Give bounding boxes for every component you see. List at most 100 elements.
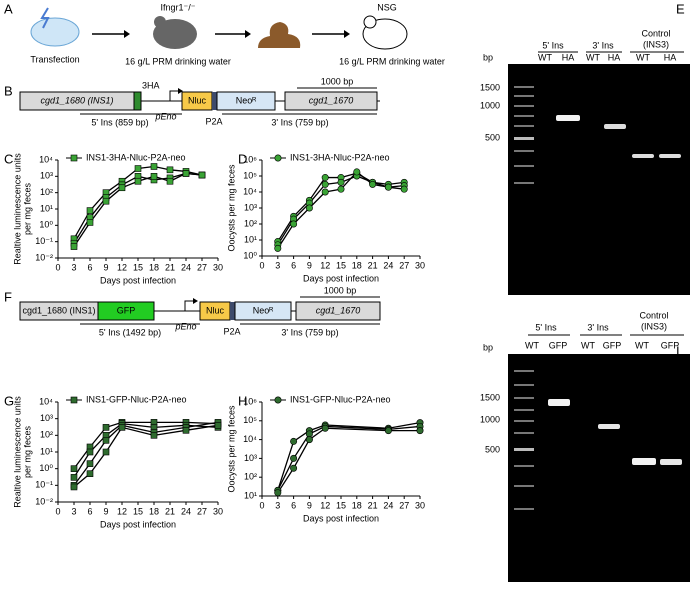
unit: bp [483,52,493,62]
bolt [40,7,50,29]
neo-label: Neoᴿ [253,305,274,315]
marker [118,184,126,192]
lane: WT [635,340,649,350]
marker [305,436,313,444]
dish [30,17,80,47]
nluc-label: Nluc [188,95,207,105]
x-axis-label: Days post infection [100,275,176,285]
marker [290,220,298,228]
y-tick-label: 10³ [244,453,257,463]
marker [274,489,282,497]
p2a-box [212,92,217,110]
x-tick-label: 30 [415,500,425,510]
group: 5' Ins [535,322,557,332]
marker [70,483,78,491]
promoter [184,300,193,311]
y-tick-label: 10³ [244,202,257,212]
marker [86,219,94,226]
band [660,459,682,465]
series-line [277,425,421,491]
gel-e: bp 1500 1000 500 5' Ins 3' Ins Control (… [480,28,690,295]
chart: 10¹ 10² 10³ 10⁴ 10⁵ 10⁶ 0 3 6 9 12 15 18 21 24 27 30 Days… [226,394,425,523]
panel-label: F [4,289,12,304]
label: Transfection [30,54,79,64]
y-tick-label: 10² [244,218,257,228]
arrow-head [124,30,130,38]
y-tick-label: 10² [40,430,53,440]
x-tick-label: 9 [103,262,108,272]
chart: 10⁻² 10⁻¹ 10⁰ 10¹ 10² 10³ 10⁴ 0 3 6 9 12 15 18 21 24 27 3… [12,394,223,529]
x-tick-label: 15 [133,262,143,272]
ladder [514,86,534,184]
marker [86,207,94,214]
y-axis-label: Realtive luminescence units [12,396,22,508]
panel-label: G [4,393,14,408]
y-tick-label: 10⁵ [243,170,257,180]
x-tick-label: 0 [259,260,264,270]
gene-box [284,91,378,111]
marker [134,177,142,185]
y-tick-label: 10⁰ [39,463,53,473]
marker [102,448,110,456]
gel-i: bp 1500 1000 500 5' Ins 3' Ins Control (… [480,310,690,582]
lane: HA [664,52,677,62]
marker [416,427,424,435]
band [632,458,656,465]
chart: 10⁰ 10¹ 10² 10³ 10⁴ 10⁵ 10⁶ 0 3 6 9 12 15 18 21 24 27 30 D… [226,152,425,283]
arrow-head [344,30,350,38]
legend-marker [274,396,282,404]
gene-label: cgd1_1670 [316,305,361,315]
y-tick-label: 10⁴ [243,186,257,196]
x-tick-label: 27 [197,262,207,272]
y-axis-label: per mg feces [22,182,32,235]
y-tick-label: 10⁶ [243,154,257,164]
lane: WT [525,340,539,350]
y-tick-label: 10⁴ [39,396,53,406]
panel-label: I [676,343,680,358]
y-tick-label: 10⁴ [39,154,53,164]
marker: 500 [485,132,500,142]
scale-label: 1000 bp [321,76,354,86]
panel-label: E [676,1,685,16]
x-tick-label: 15 [133,506,143,516]
neo-box [216,91,276,111]
x-tick-label: 3 [71,506,76,516]
y-tick-label: 10³ [40,171,53,181]
y-axis-label: Oocysts per mg feces [226,405,236,493]
group: 3' Ins [592,40,614,50]
x-axis-label: Days post infection [303,273,379,283]
x-tick-label: 18 [149,262,159,272]
legend-marker [70,154,78,162]
marker [70,243,78,250]
panel-f: cgd1_1680 (INS1) GFP pEno Nluc P2A Neoᴿ … [19,285,381,337]
band [598,424,620,429]
y-tick-label: 10¹ [244,234,257,244]
x-tick-label: 12 [117,262,127,272]
marker: 1500 [480,392,500,402]
panel-a: Transfection Ifngr1⁻/⁻ 16 g/L PRM drinki… [30,2,444,66]
y-tick-label: 10² [244,472,257,482]
x-tick-label: 18 [352,260,362,270]
mouse [153,19,197,49]
x-axis-label: Days post infection [303,513,379,523]
lane: GFP [603,340,622,350]
band [632,154,654,158]
legend-label: INS1-3HA-Nluc-P2A-neo [86,152,186,162]
amplicon-label: 3' Ins (759 bp) [281,327,338,337]
p2a-label: P2A [223,326,240,336]
x-tick-label: 0 [259,500,264,510]
x-tick-label: 6 [291,260,296,270]
marker [400,185,408,193]
marker [182,170,190,177]
marker [353,168,361,176]
x-tick-label: 24 [383,260,393,270]
x-tick-label: 15 [336,500,346,510]
feces [258,22,301,48]
legend-label: INS1-GFP-Nluc-P2A-neo [86,394,187,404]
legend-label: INS1-GFP-Nluc-P2A-neo [290,394,391,404]
y-tick-label: 10⁵ [243,415,257,425]
y-axis-label: Oocysts per mg feces [226,164,236,252]
marker [384,183,392,191]
band [556,115,580,121]
marker [321,424,329,432]
